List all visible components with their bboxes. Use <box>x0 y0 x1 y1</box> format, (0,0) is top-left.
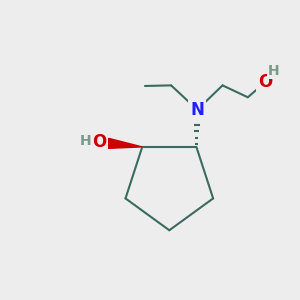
Text: O: O <box>258 74 272 92</box>
Polygon shape <box>107 138 142 148</box>
Text: H: H <box>268 64 280 77</box>
Text: N: N <box>190 101 204 119</box>
Text: H: H <box>80 134 92 148</box>
Text: O: O <box>92 134 106 152</box>
